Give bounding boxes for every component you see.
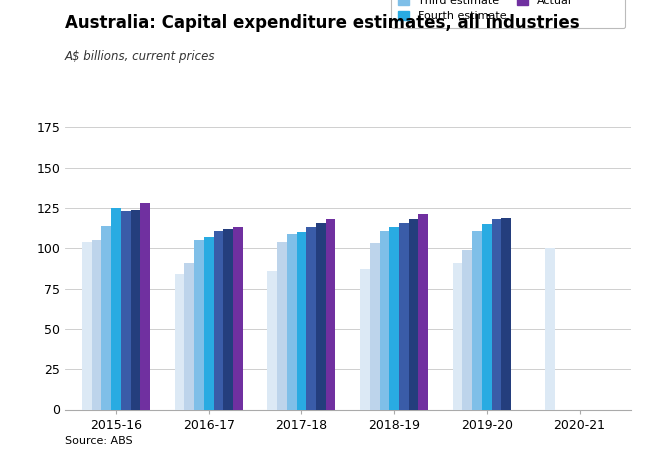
Bar (277, 242, 287, 410)
Bar (472, 231, 482, 410)
Bar (296, 232, 306, 410)
Bar (482, 224, 491, 410)
Bar (233, 228, 242, 410)
Legend: First estimate, Second estimate, Third estimate, Fourth estimate, Fifth estimate: First estimate, Second estimate, Third e… (391, 0, 625, 28)
Text: Source: ABS: Source: ABS (65, 436, 133, 446)
Bar (267, 271, 277, 410)
Bar (306, 228, 316, 410)
Text: Australia: Capital expenditure estimates, all industries: Australia: Capital expenditure estimates… (65, 14, 580, 32)
Bar (360, 269, 370, 410)
Bar (204, 237, 214, 410)
Bar (501, 217, 511, 410)
Bar (101, 226, 111, 410)
Text: A$ billions, current prices: A$ billions, current prices (65, 50, 216, 63)
Bar (380, 231, 389, 410)
Bar (399, 222, 409, 410)
Bar (545, 248, 555, 410)
Bar (131, 210, 140, 410)
Bar (326, 219, 335, 410)
Bar (316, 222, 326, 410)
Bar (389, 228, 399, 410)
Bar (82, 242, 92, 410)
Bar (92, 240, 101, 410)
Bar (175, 274, 185, 410)
Bar (370, 243, 380, 410)
Bar (287, 234, 296, 410)
Bar (214, 231, 224, 410)
Bar (111, 208, 121, 410)
Bar (194, 240, 204, 410)
Bar (453, 263, 462, 410)
Bar (419, 214, 428, 410)
Bar (121, 211, 131, 410)
Bar (462, 250, 472, 410)
Bar (491, 219, 501, 410)
Bar (409, 219, 419, 410)
Bar (140, 203, 150, 410)
Bar (224, 229, 233, 410)
Bar (185, 263, 194, 410)
